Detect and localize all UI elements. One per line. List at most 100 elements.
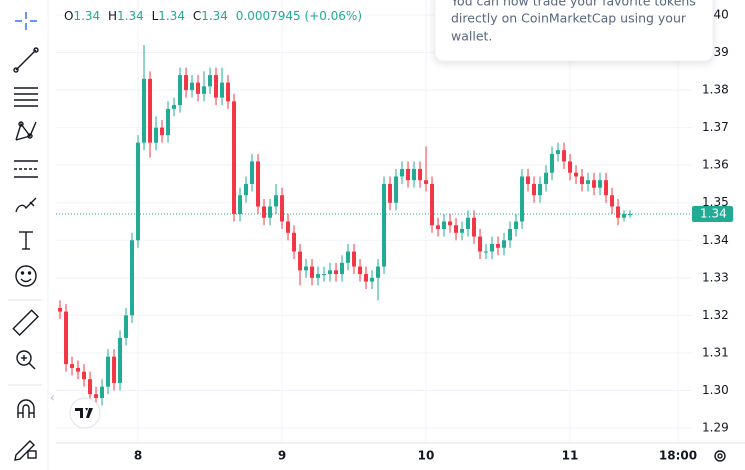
- plot-area: 1.291.301.311.321.331.341.351.361.371.38…: [56, 0, 729, 463]
- brush-tool[interactable]: [15, 197, 37, 213]
- logo-mark: [75, 408, 93, 418]
- y-tick-label: 1.31: [702, 345, 729, 359]
- candle-body: [190, 82, 195, 91]
- candle-body: [592, 180, 597, 188]
- candle-body: [472, 217, 477, 237]
- y-tick-label: 1.29: [702, 420, 729, 434]
- candle-body: [340, 262, 345, 275]
- x-tick-label: 11: [562, 449, 579, 463]
- candle-body: [328, 270, 333, 275]
- candle-body: [556, 150, 561, 154]
- zoom-tool[interactable]: [16, 350, 36, 370]
- candle-body: [526, 176, 531, 184]
- candle-body: [514, 221, 519, 230]
- candle-body: [568, 161, 573, 173]
- candle-body: [292, 232, 297, 252]
- candle-body: [454, 225, 459, 233]
- candle-body: [520, 176, 525, 222]
- magnet-tool[interactable]: [17, 399, 35, 418]
- candle-body: [496, 244, 501, 248]
- candle-body: [412, 168, 417, 181]
- crosshair-tool[interactable]: [15, 12, 37, 30]
- candle-body: [136, 142, 141, 241]
- change-value: 0.0007945 (+0.06%): [236, 9, 362, 23]
- candle-body: [622, 213, 627, 218]
- channel-tool[interactable]: [14, 87, 38, 107]
- candle-body: [352, 251, 357, 267]
- lock-drawing-tool[interactable]: [14, 440, 37, 461]
- trend-line-tool[interactable]: [13, 47, 39, 73]
- candle-body: [64, 311, 69, 365]
- candle-body: [88, 379, 93, 395]
- candle-body: [250, 161, 255, 184]
- candle-body: [70, 364, 75, 368]
- candle-body: [544, 172, 549, 184]
- ohlc-label: C: [193, 9, 201, 23]
- candle-body: [286, 221, 291, 233]
- y-tick-label: 1.30: [702, 383, 729, 397]
- x-tick-label: 10: [418, 449, 435, 463]
- candle-body: [124, 315, 129, 338]
- ohlc-value: 1.34: [117, 9, 144, 23]
- tooltip-line: You can now trade your favorite tokens: [450, 0, 696, 9]
- ruler-tool[interactable]: [12, 309, 40, 337]
- ohlc-label: L: [152, 9, 159, 23]
- y-tick-label: 1.36: [702, 158, 729, 172]
- last-price-label: 1.34: [700, 206, 727, 220]
- candle-body: [460, 229, 465, 233]
- tradingview-logo[interactable]: [69, 397, 101, 429]
- candle-body: [304, 266, 309, 271]
- emoji-tool[interactable]: [15, 265, 37, 287]
- candle-body: [118, 337, 123, 383]
- x-tick-label: 18:00: [659, 449, 697, 463]
- candle-body: [394, 176, 399, 203]
- candle-body: [376, 266, 381, 278]
- candle-body: [442, 221, 447, 230]
- candle-body: [208, 75, 213, 87]
- candle-body: [100, 386, 105, 398]
- tooltip: You can now trade your favorite tokens d…: [434, 0, 714, 62]
- candle-body: [274, 195, 279, 207]
- candle-body: [358, 266, 363, 275]
- candle-body: [256, 161, 261, 207]
- candle-body: [562, 150, 567, 162]
- candle-body: [106, 356, 111, 387]
- candle-body: [586, 180, 591, 184]
- candle-body: [628, 213, 633, 215]
- candle-body: [154, 127, 159, 143]
- candle-body: [76, 367, 81, 372]
- candle-body: [334, 270, 339, 275]
- y-tick-label: 1.37: [702, 120, 729, 134]
- candle-body: [142, 78, 147, 143]
- candle-body: [430, 183, 435, 226]
- toolbar[interactable]: ‹: [8, 12, 55, 461]
- x-tick-label: 8: [134, 449, 142, 463]
- tooltip-line: wallet.: [451, 29, 492, 44]
- candle-body: [484, 251, 489, 253]
- candle-body: [466, 217, 471, 230]
- candle-body: [166, 108, 171, 136]
- candle-body: [130, 240, 135, 316]
- candle-body: [202, 86, 207, 94]
- candle-body: [370, 277, 375, 282]
- candle-body: [538, 183, 543, 196]
- pattern-tool[interactable]: [15, 121, 37, 141]
- candle-body: [448, 221, 453, 226]
- candle-body: [262, 206, 267, 218]
- settings-button[interactable]: [714, 450, 726, 462]
- candle-body: [424, 180, 429, 184]
- candle-body: [298, 251, 303, 271]
- y-tick-label: 1.34: [702, 233, 729, 247]
- candle-body: [178, 75, 183, 106]
- candle-body: [382, 183, 387, 267]
- collapse-toolbar[interactable]: ‹: [50, 391, 55, 405]
- tooltip-box: [434, 0, 714, 62]
- candle-body: [220, 82, 225, 98]
- candle-body: [268, 206, 273, 218]
- text-tool[interactable]: [19, 231, 33, 250]
- candle-body: [598, 180, 603, 188]
- candle-body: [280, 195, 285, 222]
- ohlc-label: O: [64, 9, 73, 23]
- fib-tool[interactable]: [14, 160, 38, 178]
- candle-body: [502, 240, 507, 248]
